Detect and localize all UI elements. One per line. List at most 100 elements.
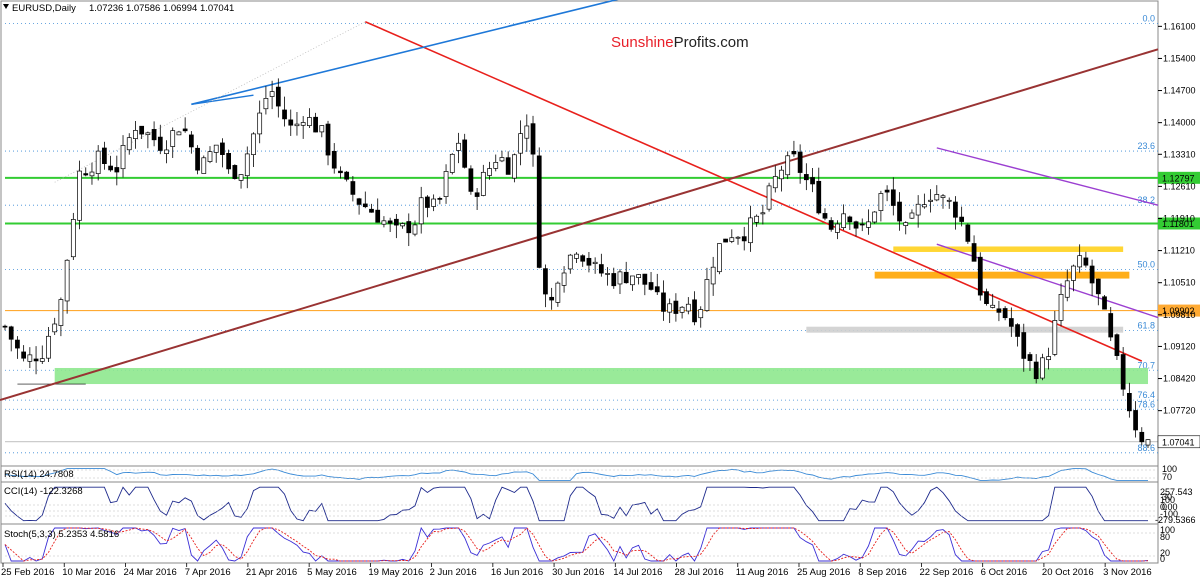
candle-body [456,142,461,151]
price-panel [0,0,1159,467]
candle-body [269,91,275,97]
level-tag [1157,435,1200,449]
candle-body [182,128,188,132]
stoch-level-0: 0 [1160,554,1165,564]
candle-body [39,358,45,362]
blue-short-line [191,94,254,105]
rsi-level-70: 70 [1162,472,1172,482]
purple-lower-line [936,243,1159,319]
candle-body [996,308,1002,313]
candle-body [866,221,871,228]
candle-body [946,199,952,202]
candle-body [1040,357,1045,379]
symbol-label: EURUSD,Daily [12,3,76,14]
fib-level-label: 50.0 [1137,259,1155,269]
date-label: 28 Jul 2016 [675,567,724,578]
candle-body [1077,255,1083,268]
candle-body [698,309,704,319]
candle-body [729,237,735,242]
price-tick-label: 1.16100 [1163,21,1196,31]
candle-body [748,217,753,244]
candle-body [102,147,107,164]
stoch-axis: 100 80 20 0 [1160,525,1175,564]
date-label: 14 Jul 2016 [613,567,662,578]
price-tick-label: 1.14000 [1163,118,1196,128]
dropdown-triangle-icon[interactable] [3,4,9,9]
cci-axis: 257.543 100 0.00 -100 -279.5366 [1155,487,1196,525]
candle-body [362,203,368,208]
candle-body [1015,324,1020,337]
candle-body [816,180,822,214]
candle-body [145,132,151,135]
stoch-level-80: 80 [1160,532,1170,542]
level-tag-label: 1.07041 [1162,437,1195,447]
candle-body [922,204,927,208]
date-label: 6 Oct 2016 [981,567,1027,578]
date-label: 10 Mar 2016 [62,567,115,578]
date-label: 30 Jun 2016 [552,567,604,578]
candle-body [213,144,219,153]
price-gridlines: 0.0 23.6 38.2 50.0 61.8 70.7 76.478.6 88.6 [5,14,1158,454]
candle-body [201,157,207,174]
candle-body [15,339,20,349]
date-label: 25 Aug 2016 [797,567,850,578]
candle-body [21,351,27,359]
candle-body [679,306,685,313]
candle-body [400,223,405,227]
candle-body [64,259,70,302]
candle-body [772,176,778,189]
cci-label: CCI(14) -122.3268 [4,486,83,497]
cci-level-minus100: -100 [1160,509,1178,519]
candle-body [375,209,381,223]
candle-body [1108,313,1114,338]
stoch-main-line [4,526,1149,563]
candle-body [779,169,784,180]
price-tick-label: 1.11910 [1163,213,1195,223]
candle-body [611,273,617,287]
candle-body [984,291,989,304]
candle-body [1102,296,1107,310]
candle-body [188,134,194,148]
candle-body [1008,318,1014,327]
candle-body [282,109,287,120]
candle-body [307,117,312,127]
candle-body [934,194,940,201]
candle-body [412,224,418,235]
candle-body [1058,294,1064,321]
candle-body [915,203,921,216]
candle-body [971,243,977,262]
candle-body [325,123,331,156]
candle-body [120,145,126,170]
candle-body [480,171,486,196]
candle-body [505,157,511,175]
green-support-zone [54,367,1148,385]
candle-body [760,212,766,215]
candle-body [83,173,89,176]
candle-body [176,131,182,136]
candle-body [661,292,666,312]
date-label: 7 Apr 2016 [185,567,231,578]
candle-body [574,253,579,259]
horizontal-levels: 1.12797 1.11801 1.09902 1.07041 [5,171,1200,449]
candle-body [754,215,760,223]
rsi-level-100: 100 [1162,464,1177,474]
candle-body [338,170,343,174]
date-label: 8 Sep 2016 [858,567,907,578]
candle-body [133,130,138,139]
candle-body [977,256,983,296]
candle-body [965,224,971,242]
orange-zone [874,271,1130,279]
candle-body [387,220,393,224]
candle-body [151,129,157,141]
candle-body [524,125,530,139]
candle-body [238,174,244,181]
candle-body [555,282,561,303]
date-label: 21 Apr 2016 [246,567,297,578]
candle-body [797,151,803,173]
red-downtrend-line [364,21,1143,362]
candle-body [89,171,95,177]
candle-body [617,271,623,285]
candle-body [319,125,325,133]
candle-body [841,213,846,228]
purple-upper-line [936,147,1159,206]
